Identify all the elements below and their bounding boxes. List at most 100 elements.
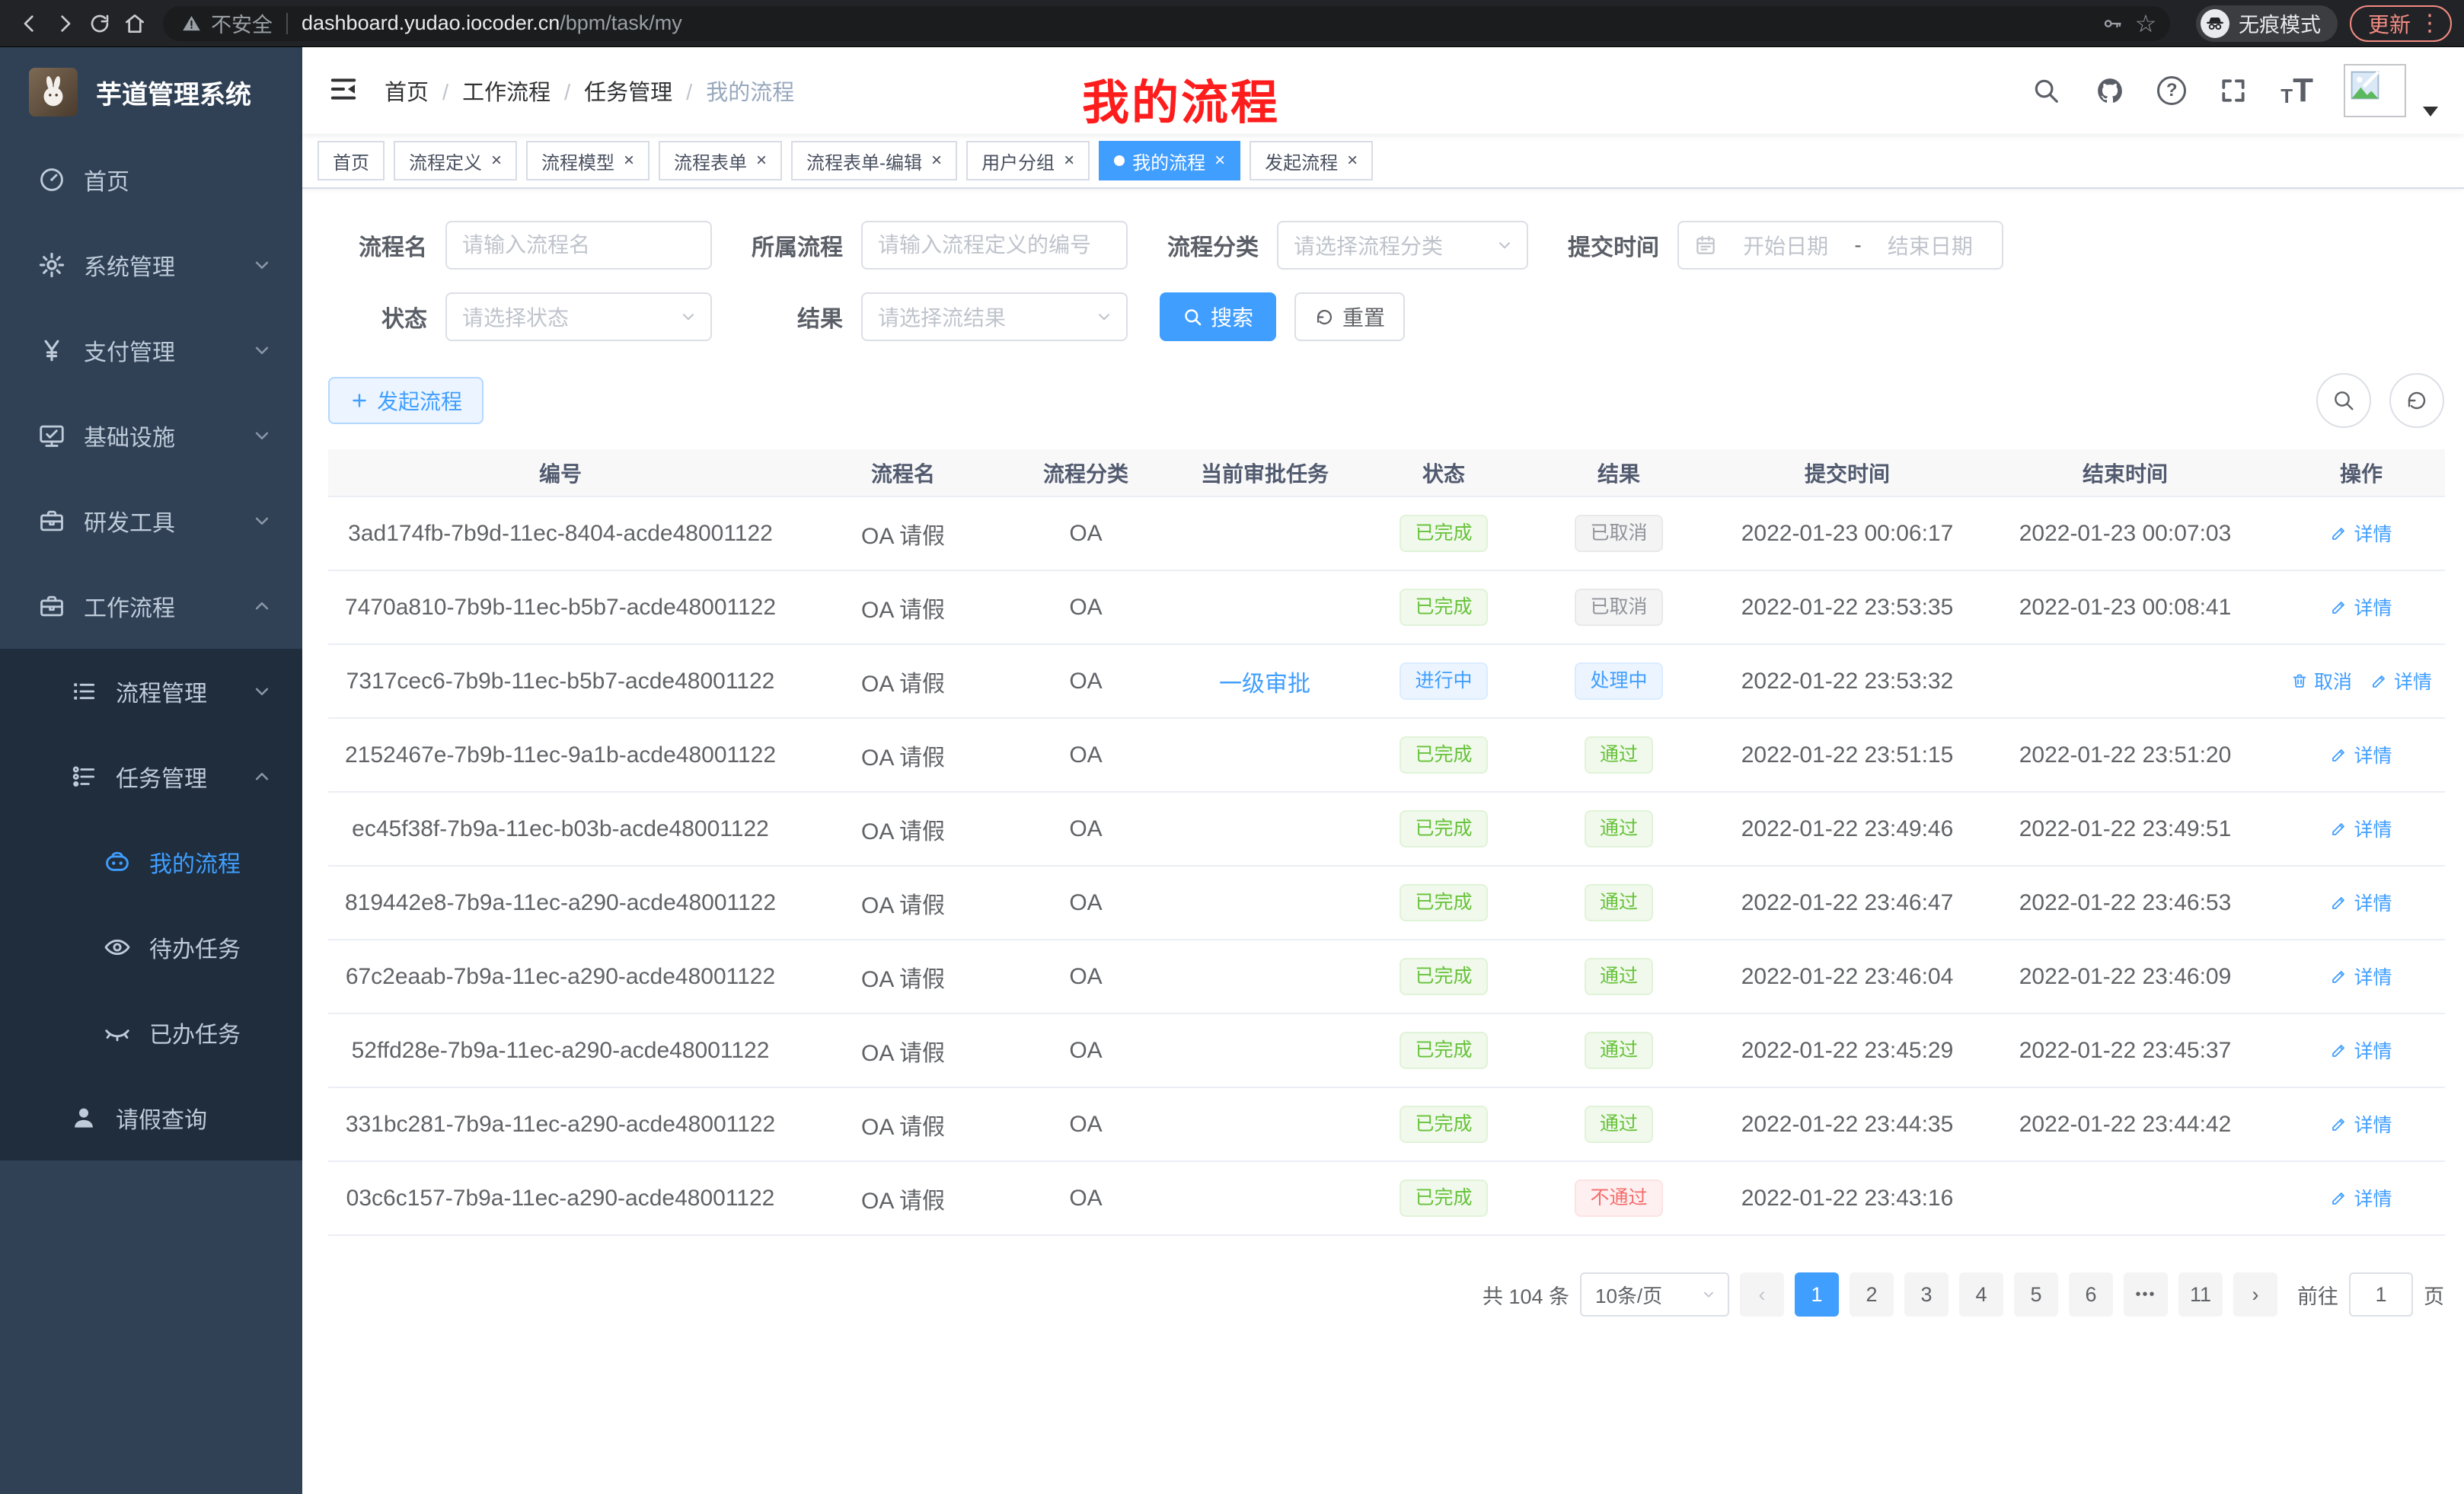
sidebar-item-payment[interactable]: 支付管理 <box>0 308 302 393</box>
url-text[interactable]: dashboard.yudao.iocoder.cn/bpm/task/my <box>302 11 2095 35</box>
detail-link[interactable]: 详情 <box>2330 1110 2392 1138</box>
app-logo[interactable]: 芋道管理系统 <box>0 47 302 137</box>
page-button-3[interactable]: 3 <box>1904 1272 1949 1317</box>
detail-link[interactable]: 详情 <box>2330 1036 2392 1064</box>
page-button-5[interactable]: 5 <box>2014 1272 2058 1317</box>
github-icon[interactable] <box>2093 74 2127 107</box>
tab-6[interactable]: 我的流程 × <box>1099 141 1241 180</box>
bookmark-star-icon[interactable]: ☆ <box>2134 9 2157 37</box>
result-placeholder: 请选择流结果 <box>878 306 1007 330</box>
start-date-placeholder[interactable]: 开始日期 <box>1743 235 1829 258</box>
tab-close-icon[interactable]: × <box>756 150 768 171</box>
sidebar-item-task-mgmt[interactable]: 任务管理 <box>0 734 302 819</box>
browser-update-menu[interactable]: 更新 ⋮ <box>2349 5 2452 42</box>
page-button-4[interactable]: 4 <box>1959 1272 2003 1317</box>
tab-close-icon[interactable]: × <box>624 150 635 171</box>
kebab-menu-icon[interactable]: ⋮ <box>2418 10 2441 36</box>
sidebar-item-label: 流程管理 <box>116 682 207 707</box>
sidebar-item-devtools[interactable]: 研发工具 <box>0 478 302 563</box>
address-bar[interactable]: 不安全 dashboard.yudao.iocoder.cn/bpm/task/… <box>163 5 2170 41</box>
tab-close-icon[interactable]: × <box>931 150 943 171</box>
detail-link[interactable]: 详情 <box>2330 593 2392 621</box>
security-label[interactable]: 不安全 <box>211 14 273 37</box>
detail-link[interactable]: 详情 <box>2330 962 2392 990</box>
cancel-link[interactable]: 取消 <box>2290 667 2352 694</box>
tab-4[interactable]: 流程表单-编辑 × <box>791 141 958 180</box>
tab-close-icon[interactable]: × <box>491 150 503 171</box>
fullscreen-icon[interactable] <box>2217 74 2250 107</box>
detail-link[interactable]: 详情 <box>2330 741 2392 768</box>
sidebar-fold-button[interactable] <box>328 74 362 107</box>
cell-submit-time: 2022-01-22 23:53:35 <box>1722 570 1973 645</box>
table-row: 3ad174fb-7b9d-11ec-8404-acde48001122 OA 请… <box>328 496 2445 571</box>
tab-5[interactable]: 用户分组 × <box>966 141 1090 180</box>
password-key-icon[interactable] <box>2095 7 2129 40</box>
process-def-input[interactable] <box>861 221 1128 270</box>
tab-1[interactable]: 流程定义 × <box>394 141 518 180</box>
breadcrumb-item-0[interactable]: 首页 <box>385 81 429 105</box>
result-label: 结果 <box>797 307 843 332</box>
detail-link[interactable]: 详情 <box>2330 815 2392 842</box>
status-select[interactable]: 请选择状态 <box>445 292 712 341</box>
cell-id: 03c6c157-7b9a-11ec-a290-acde48001122 <box>328 1161 793 1236</box>
yen-icon <box>35 334 69 367</box>
detail-link[interactable]: 详情 <box>2370 667 2432 694</box>
reset-button[interactable]: 重置 <box>1294 292 1406 341</box>
tab-0[interactable]: 首页 <box>318 141 385 180</box>
submit-time-range-picker[interactable]: 开始日期 - 结束日期 <box>1677 221 2003 270</box>
tab-7[interactable]: 发起流程 × <box>1250 141 1374 180</box>
browser-forward-button[interactable] <box>47 6 82 41</box>
sidebar-item-workflow[interactable]: 工作流程 <box>0 563 302 649</box>
tab-label: 流程表单 <box>674 152 748 174</box>
page-button-2[interactable]: 2 <box>1850 1272 1894 1317</box>
page-size-select[interactable]: 10条/页 <box>1580 1272 1729 1317</box>
browser-back-button[interactable] <box>12 6 47 41</box>
tab-close-icon[interactable]: × <box>1214 150 1226 171</box>
detail-link[interactable]: 详情 <box>2330 1184 2392 1211</box>
header-search-icon[interactable] <box>2029 74 2063 107</box>
page-button-1[interactable]: 1 <box>1795 1272 1839 1317</box>
cell-result: 通过 <box>1516 792 1722 867</box>
start-process-button[interactable]: 发起流程 <box>328 377 484 424</box>
cell-end-time <box>1973 644 2277 719</box>
prev-page-button[interactable]: ‹ <box>1740 1272 1784 1317</box>
page-button-6[interactable]: 6 <box>2069 1272 2113 1317</box>
sidebar-item-process-mgmt[interactable]: 流程管理 <box>0 649 302 734</box>
process-name-input[interactable] <box>445 221 712 270</box>
breadcrumb-item-1[interactable]: 工作流程 <box>462 81 551 105</box>
user-avatar[interactable] <box>2344 64 2406 117</box>
browser-home-button[interactable] <box>117 6 152 41</box>
detail-link[interactable]: 详情 <box>2330 519 2392 547</box>
table-row: 67c2eaab-7b9a-11ec-a290-acde48001122 OA 请… <box>328 940 2445 1014</box>
task-link[interactable]: 一级审批 <box>1219 671 1310 697</box>
tab-3[interactable]: 流程表单 × <box>659 141 783 180</box>
tab-close-icon[interactable]: × <box>1064 150 1075 171</box>
help-icon[interactable]: ? <box>2157 76 2187 105</box>
sidebar-item-my-process[interactable]: 我的流程 <box>0 819 302 905</box>
sidebar-item-todo-tasks[interactable]: 待办任务 <box>0 905 302 990</box>
show-search-button[interactable] <box>2316 373 2371 428</box>
sidebar-item-home[interactable]: 首页 <box>0 137 302 222</box>
page-button-11[interactable]: 11 <box>2178 1272 2223 1317</box>
avatar-caret-icon[interactable] <box>2423 106 2438 117</box>
result-select[interactable]: 请选择流结果 <box>861 292 1128 341</box>
search-button[interactable]: 搜索 <box>1160 292 1277 341</box>
page-ellipsis[interactable]: ••• <box>2124 1272 2168 1317</box>
sidebar-item-leave-query[interactable]: 请假查询 <box>0 1075 302 1160</box>
jump-page-input[interactable] <box>2349 1272 2413 1317</box>
status-badge: 已完成 <box>1400 736 1488 774</box>
browser-reload-button[interactable] <box>82 6 117 41</box>
tab-close-icon[interactable]: × <box>1347 150 1358 171</box>
breadcrumb-item-2[interactable]: 任务管理 <box>584 81 673 105</box>
category-select[interactable]: 请选择流程分类 <box>1277 221 1528 270</box>
end-date-placeholder[interactable]: 结束日期 <box>1887 235 1973 258</box>
sidebar-item-infra[interactable]: 基础设施 <box>0 393 302 478</box>
detail-link[interactable]: 详情 <box>2330 889 2392 916</box>
sidebar-item-done-tasks[interactable]: 已办任务 <box>0 990 302 1075</box>
update-label[interactable]: 更新 <box>2367 12 2411 37</box>
refresh-table-button[interactable] <box>2389 373 2444 428</box>
tab-2[interactable]: 流程模型 × <box>526 141 650 180</box>
next-page-button[interactable]: › <box>2233 1272 2277 1317</box>
sidebar-item-system[interactable]: 系统管理 <box>0 222 302 308</box>
